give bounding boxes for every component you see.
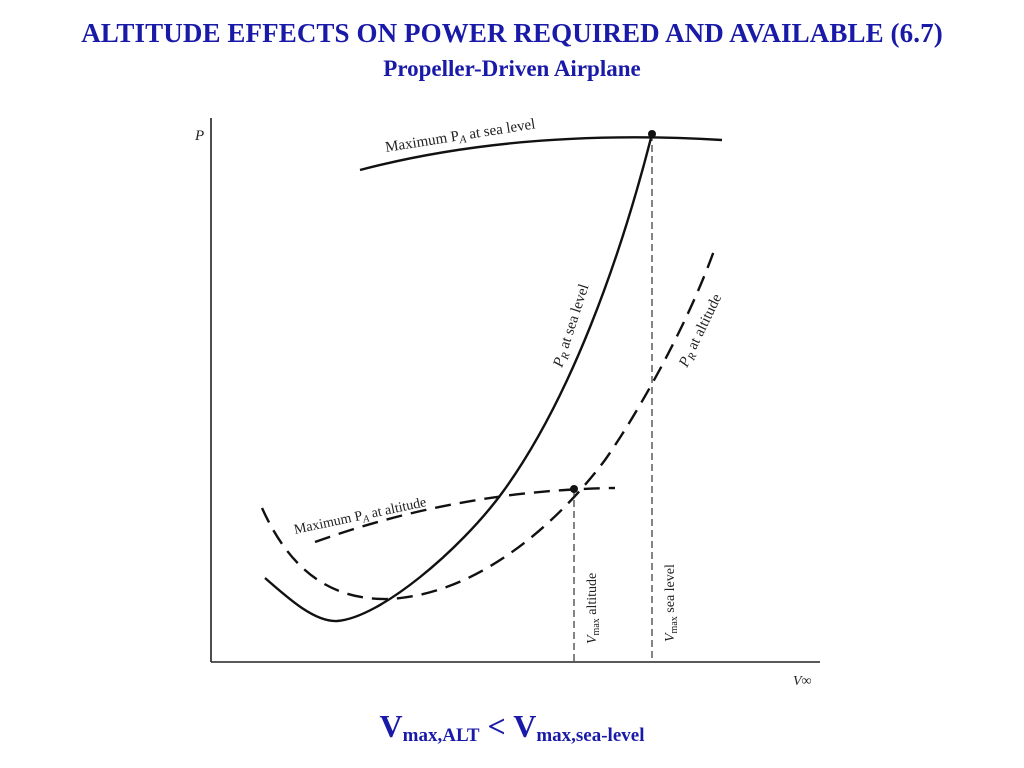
vmax-comparison-equation: Vmax,ALT < Vmax,sea-level xyxy=(0,708,1024,747)
pa-sea-level-curve xyxy=(359,136,723,172)
pr-sea-level-label: PR at sea level xyxy=(550,282,594,371)
eq-left-main: V xyxy=(379,708,403,744)
eq-operator: < xyxy=(479,708,514,744)
eq-right-main: V xyxy=(513,708,537,744)
pa-sea-level-label: Maximum PA at sea level xyxy=(384,116,537,158)
altitude-intersection-dot xyxy=(570,485,578,493)
vmax-altitude-label: Vmax altitude xyxy=(585,573,602,644)
sea-level-intersection-dot xyxy=(648,130,656,138)
pr-sea-level-curve xyxy=(264,133,654,623)
pr-altitude-label: PR at altitude xyxy=(676,291,727,371)
pa-altitude-curve xyxy=(314,486,616,544)
eq-left-sub: max,ALT xyxy=(402,725,480,746)
pr-altitude-curve xyxy=(260,244,718,601)
y-axis-label: P xyxy=(194,128,204,144)
slide-title: ALTITUDE EFFECTS ON POWER REQUIRED AND A… xyxy=(81,18,943,48)
x-axis-label: V∞ xyxy=(793,674,812,689)
pa-altitude-label: Maximum PA at altitude xyxy=(293,495,428,540)
vmax-sea-level-label: Vmax sea level xyxy=(663,564,680,642)
slide-subtitle: Propeller-Driven Airplane xyxy=(383,56,641,81)
eq-right-sub: max,sea-level xyxy=(536,725,645,746)
